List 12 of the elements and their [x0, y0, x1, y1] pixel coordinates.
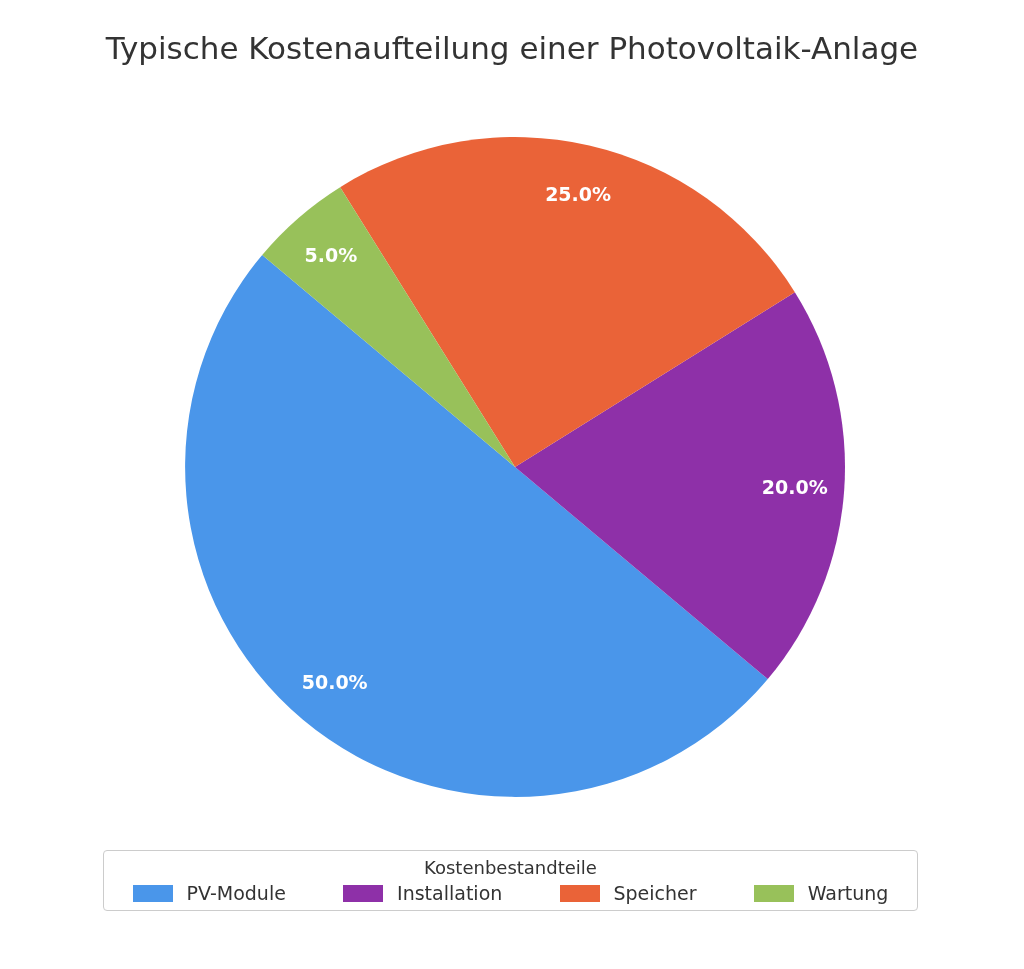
- data-label: 25.0%: [545, 182, 612, 205]
- data-label: 5.0%: [304, 244, 358, 267]
- legend-title: Kostenbestandteile: [423, 857, 598, 878]
- legend-label: PV-Module: [186, 882, 286, 904]
- data-label: 20.0%: [761, 475, 828, 498]
- chart-title: Typische Kostenaufteilung einer Photovoltaik-Anlage: [104, 30, 920, 66]
- pie-slice: [262, 187, 515, 467]
- pie-slice: [515, 292, 845, 680]
- legend-label: Installation: [397, 882, 503, 904]
- legend-label: Wartung: [807, 882, 889, 904]
- data-label: 50.0%: [301, 670, 368, 693]
- legend-label: Speicher: [613, 882, 697, 904]
